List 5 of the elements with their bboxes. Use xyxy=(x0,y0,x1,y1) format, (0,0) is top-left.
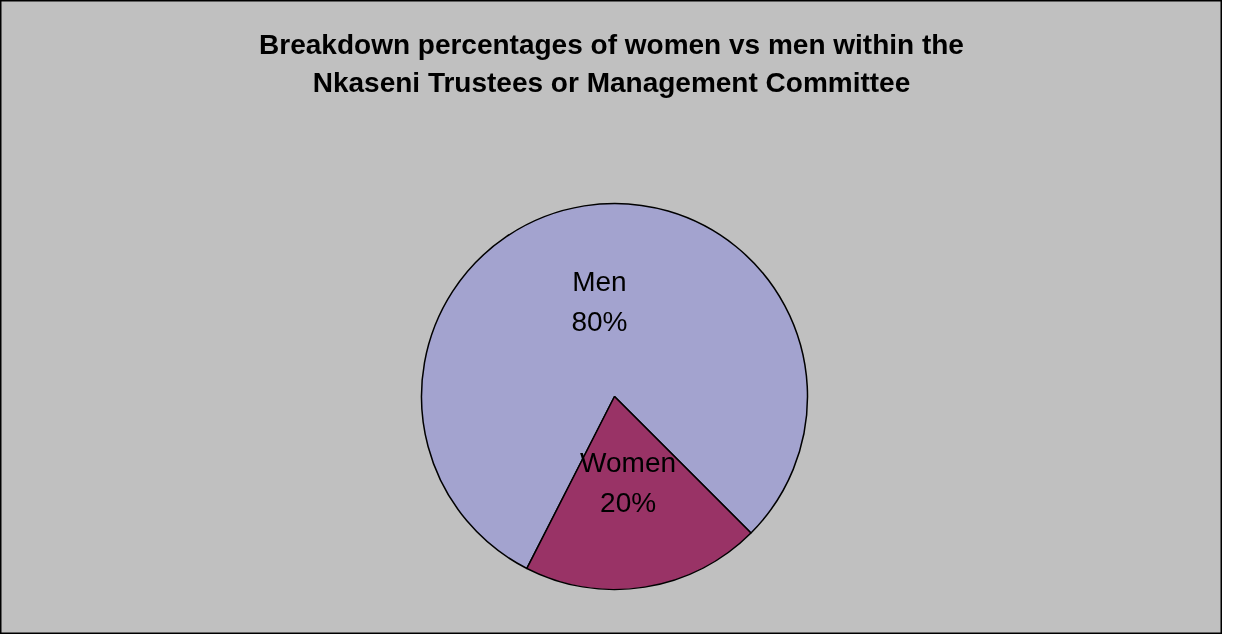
data-label: 80% xyxy=(571,305,628,337)
slice-label: Men xyxy=(572,265,627,297)
chart-title: Breakdown percentages of women vs men within the Nkaseni Trustees or Management Committee xyxy=(259,28,964,99)
slice-label: Women xyxy=(580,446,677,478)
data-label: 20% xyxy=(600,486,657,518)
